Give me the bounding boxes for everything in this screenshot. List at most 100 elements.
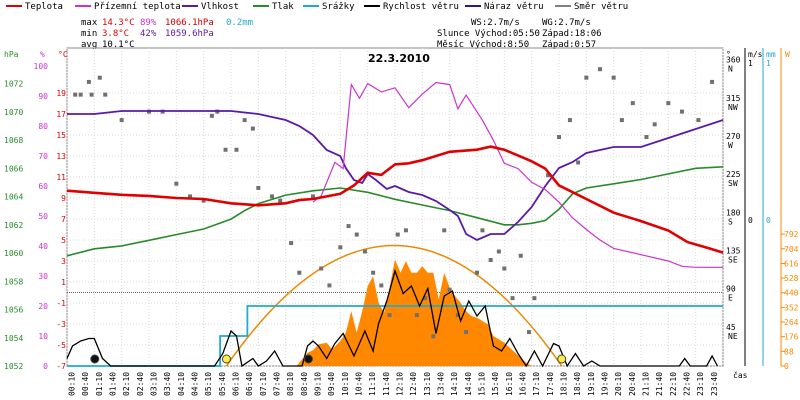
legend-item-smer-vetru: Směr větru (555, 2, 628, 12)
x-tick-38: 19:10 (587, 372, 596, 396)
axis-ms-label: m/s (748, 50, 763, 59)
x-tick-43: 21:40 (655, 372, 664, 396)
x-tick-15: 07:40 (273, 372, 282, 396)
x-axis-label: čas (733, 370, 748, 380)
wind-dir-point-32 (387, 313, 392, 318)
series-tlak (66, 166, 724, 257)
wind-dir-point-21 (289, 241, 294, 246)
axis-dir-tick-6: 90 (726, 285, 736, 294)
x-tick-35: 17:40 (546, 372, 555, 396)
axis-temp-tick-0: 19 (56, 89, 66, 98)
x-tick-8: 04:10 (177, 372, 186, 396)
x-tick-21: 10:40 (355, 372, 364, 396)
wind-dir-point-12 (209, 113, 214, 118)
axis-hpa-tick-10: 1052 (4, 362, 23, 371)
wind-dir-point-45 (496, 249, 501, 254)
axis-hpa-tick-8: 1056 (4, 306, 23, 315)
axes: 1072107010681066106410621060105810561054… (4, 48, 799, 371)
axis-w-tick-1: 704 (784, 245, 799, 254)
plot-area (66, 67, 724, 368)
wind-dir-point-48 (518, 253, 523, 258)
x-tick-45: 22:40 (683, 372, 692, 396)
wind-dir-point-4 (97, 75, 102, 80)
series-vlhkost (67, 110, 724, 242)
axis-w-tick-0: 792 (784, 230, 799, 239)
x-tick-42: 21:10 (642, 372, 651, 396)
x-tick-31: 15:40 (491, 372, 500, 396)
wind-dir-point-56 (598, 67, 602, 72)
legend-item-teplota: Teplota (6, 2, 63, 12)
x-tick-23: 11:40 (382, 372, 391, 396)
axis-temp-tick-4: 11 (56, 173, 66, 182)
x-tick-33: 16:40 (519, 372, 528, 396)
wind-dir-point-38 (442, 228, 447, 233)
axis-pct-tick-7: 30 (38, 272, 48, 281)
axis-dir-tick-1: 315 (726, 94, 741, 103)
stats-min-label: min (81, 29, 97, 39)
axis-hpa-tick-3: 1066 (4, 164, 23, 173)
x-tick-24: 12:10 (396, 372, 405, 396)
axis-mm-label: mm (766, 50, 776, 59)
axis-pct-tick-8: 20 (38, 302, 48, 311)
solar-radiation-area (296, 259, 532, 366)
wind-dir-point-26 (338, 245, 343, 250)
svg-text:Náraz větru: Náraz větru (484, 2, 544, 12)
stats-max-label: max (81, 18, 98, 28)
axis-hpa-tick-9: 1054 (4, 334, 23, 343)
wind-dir-point-53 (567, 118, 572, 123)
stats-ws: WS:2.7m/s (471, 18, 520, 28)
x-tick-14: 07:10 (259, 372, 268, 396)
wind-dir-point-64 (696, 118, 701, 123)
stats-sun-set: Západ:18:06 (542, 29, 602, 39)
x-tick-1: 00:40 (81, 372, 90, 396)
axis-dir-name-6: E (728, 294, 733, 303)
axis-w-tick-2: 616 (784, 259, 799, 268)
axis-pct-tick-6: 40 (38, 242, 48, 251)
wind-dir-point-15 (234, 147, 239, 152)
axis-temp-tick-9: 1 (61, 278, 66, 287)
wind-dir-point-29 (362, 249, 367, 254)
wind-dir-point-41 (464, 330, 469, 335)
axis-ms-tick-1: 0 (748, 216, 753, 225)
stats-min-hum: 42% (140, 29, 157, 39)
stats-max-temp: 14.3°C (102, 18, 135, 28)
x-tick-13: 06:40 (245, 372, 254, 396)
x-tick-18: 09:10 (314, 372, 323, 396)
axis-dir-name-4: S (728, 217, 733, 226)
axis-pct-tick-0: 100 (34, 62, 49, 71)
axis-temp-tick-10: -1 (56, 299, 66, 308)
legend-item-prizemni-teplota: Přízemní teplota (75, 2, 181, 12)
sunset-marker (557, 354, 567, 364)
wind-dir-point-57 (611, 75, 616, 80)
x-tick-29: 14:40 (464, 372, 473, 396)
axis-dir-name-0: N (728, 65, 733, 74)
axis-hpa-label: hPa (4, 50, 19, 59)
x-tick-6: 03:10 (150, 372, 159, 396)
axis-hpa-tick-5: 1062 (4, 221, 23, 230)
x-tick-7: 03:40 (163, 372, 172, 396)
stats-wg: WG:2.7m/s (542, 18, 591, 28)
axis-dir-label: ° (726, 50, 731, 59)
axis-ms-tick-0: 1 (748, 59, 753, 68)
sunrise-marker (221, 354, 231, 364)
axis-dir-tick-2: 270 (726, 132, 741, 141)
x-tick-40: 20:10 (614, 372, 623, 396)
axis-dir-tick-0: 360 (726, 56, 741, 65)
svg-text:Směr větru: Směr větru (574, 2, 628, 12)
wind-dir-point-58 (619, 118, 624, 123)
axis-w-tick-6: 264 (784, 318, 799, 327)
wind-dir-point-47 (510, 296, 515, 301)
wind-dir-point-3 (89, 92, 94, 97)
series-rychlost-vetru (66, 268, 719, 368)
axis-dir-name-2: W (728, 141, 733, 150)
axis-dir-name-5: SE (728, 256, 738, 265)
x-tick-47: 23:40 (710, 372, 719, 396)
wind-dir-point-11 (201, 198, 206, 203)
wind-dir-point-33 (395, 232, 400, 237)
wind-dir-point-28 (354, 232, 359, 237)
axis-temp-tick-1: 17 (56, 110, 66, 119)
wind-dir-point-1 (78, 92, 83, 97)
axis-dir-tick-5: 135 (726, 247, 741, 256)
legend-item-rychlost-vetru: Rychlost větru (364, 2, 459, 12)
